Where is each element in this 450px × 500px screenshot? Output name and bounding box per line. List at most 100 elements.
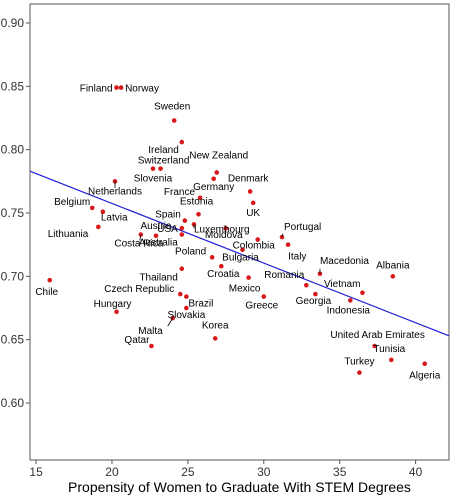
data-point-italy [285, 242, 291, 247]
data-point-mexico [246, 275, 251, 280]
point-label-switzerland: Switzerland [138, 156, 190, 167]
data-point-slovakia [184, 305, 189, 311]
point-label-algeria: Algeria [409, 371, 441, 382]
point-label-moldova: Moldova [205, 230, 243, 241]
point-label-usa: USA [157, 224, 178, 235]
data-point-hungary [114, 309, 119, 315]
data-point-albania [390, 274, 396, 279]
point-label-macedonia: Macedonia [320, 256, 369, 267]
trend-line-group [29, 170, 450, 337]
point-label-estonia: Estonia [180, 196, 214, 207]
point-label-slovenia: Slovenia [134, 174, 173, 185]
x-tick-label: 20 [105, 465, 119, 479]
y-tick-label: 0.65 [1, 333, 25, 347]
point-label-austria: Austria [140, 221, 172, 232]
point-label-bulgaria: Bulgaria [222, 253, 259, 264]
data-point-qatar [149, 343, 154, 349]
data-point-tunisia [389, 357, 394, 363]
data-point-algeria [422, 361, 428, 367]
point-label-australia: Australia [139, 238, 178, 249]
point-label-mexico: Mexico [229, 284, 261, 295]
y-tick-label: 0.70 [1, 269, 25, 283]
point-label-belgium: Belgium [54, 197, 90, 208]
point-label-malta: Malta [138, 326, 163, 337]
point-label-slovakia: Slovakia [167, 310, 205, 321]
data-point-lithuania [96, 224, 101, 230]
y-tick-label: 0.90 [1, 16, 25, 30]
point-label-tunisia: Tunisia [373, 344, 405, 355]
data-point-georgia [313, 291, 318, 297]
point-label-italy: Italy [288, 252, 306, 263]
data-point-austria [153, 233, 159, 239]
point-label-latvia: Latvia [101, 213, 128, 224]
x-tick-label: 35 [333, 465, 347, 479]
point-label-netherlands: Netherlands [88, 186, 142, 197]
data-point-poland [209, 255, 215, 260]
leader-line [139, 234, 142, 241]
point-label-spain: Spain [155, 210, 181, 221]
data-points [47, 85, 428, 375]
axes: 15 20 25 30 35 40 0.60 0.65 0.70 0.75 0.80 0.85 0.90 [1, 16, 423, 479]
data-point-united-arab-emirates [372, 343, 377, 349]
point-label-romania: Romania [264, 270, 304, 281]
data-point-ireland [179, 139, 185, 145]
data-point-uk [250, 200, 256, 206]
data-point-bulgaria [240, 247, 245, 253]
point-label-croatia: Croatia [207, 269, 240, 280]
point-label-finland: Finland [80, 84, 113, 95]
data-point-moldova [223, 225, 229, 231]
point-label-luxembourg: Luxembourg [194, 224, 250, 235]
point-label-lithuania: Lithuania [48, 229, 89, 240]
plot-area-frame [29, 3, 450, 461]
point-label-thailand: Thailand [139, 273, 177, 284]
data-point-estonia [196, 211, 201, 217]
data-point-croatia [218, 263, 224, 269]
data-point-brazil [184, 294, 189, 299]
data-point-finland [114, 85, 119, 90]
point-label-ireland: Ireland [148, 145, 179, 156]
data-point-norway [118, 85, 124, 90]
data-point-chile [47, 277, 53, 283]
point-label-korea: Korea [202, 320, 229, 331]
point-label-turkey: Turkey [344, 357, 374, 368]
point-label-portugal: Portugal [284, 222, 321, 233]
point-label-sweden: Sweden [154, 102, 190, 113]
point-label-united-arab-emirates: United Arab Emirates [330, 330, 425, 341]
data-point-turkey [357, 370, 362, 375]
data-point-slovenia [150, 166, 156, 171]
data-point-latvia [100, 209, 106, 215]
data-point-korea [212, 336, 218, 341]
x-tick-label: 25 [181, 465, 195, 479]
point-label-costa-rica: Costa Rica [114, 239, 163, 250]
data-point-indonesia [348, 298, 353, 303]
data-point-usa [179, 225, 185, 231]
x-tick-label: 40 [409, 465, 423, 479]
data-point-denmark [247, 189, 253, 194]
point-label-colombia: Colombia [233, 241, 276, 252]
data-point-romania [303, 282, 309, 288]
data-point-belgium [89, 205, 95, 211]
data-point-australia [179, 232, 185, 237]
point-label-hungary: Hungary [94, 299, 132, 310]
data-point-germany [211, 176, 216, 182]
x-axis-title: Propensity of Women to Graduate With STE… [68, 479, 411, 495]
point-label-denmark: Denmark [228, 173, 270, 184]
point-label-new-zealand: New Zealand [189, 150, 248, 161]
data-point-vietnam [360, 290, 365, 296]
leader-line [167, 317, 174, 327]
leader-line [281, 233, 284, 238]
point-label-germany: Germany [193, 182, 234, 193]
x-tick-label: 30 [257, 465, 271, 479]
data-point-france [197, 195, 203, 201]
data-point-thailand [179, 266, 185, 272]
point-label-georgia: Georgia [296, 296, 332, 307]
data-point-new-zealand [214, 170, 220, 175]
y-tick-label: 0.80 [1, 143, 25, 157]
y-tick-label: 0.75 [1, 206, 25, 220]
point-label-qatar: Qatar [124, 335, 150, 346]
data-point-greece [261, 294, 267, 299]
data-point-czech-republic [177, 291, 183, 297]
trend-line [29, 170, 450, 337]
